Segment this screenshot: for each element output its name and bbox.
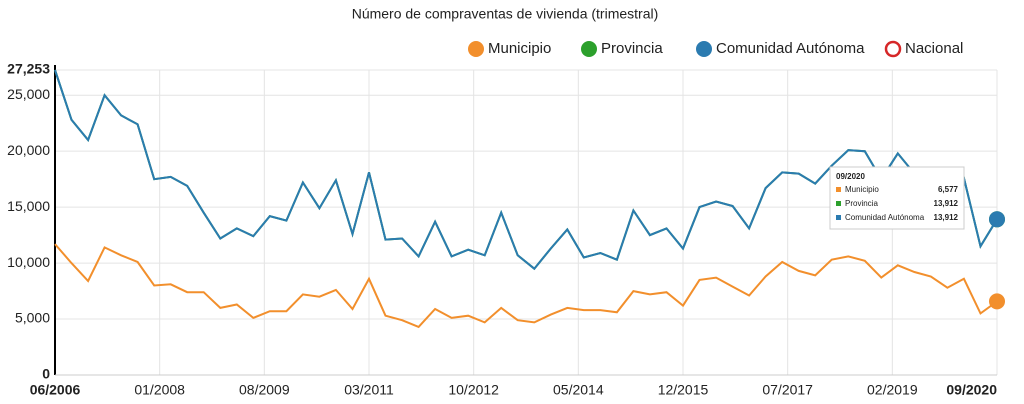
tooltip-name: Municipio	[845, 185, 879, 194]
y-tick-label: 20,000	[7, 142, 50, 158]
tooltip: 09/2020 Municipio 6,577 Provincia 13,912 Comu…	[829, 166, 965, 230]
y-tick-label: 25,000	[7, 86, 50, 102]
tooltip-value: 6,577	[938, 185, 959, 194]
y-tick-label: 10,000	[7, 254, 50, 270]
x-tick-label: 10/2012	[448, 382, 499, 398]
y-tick-label: 27,253	[7, 61, 50, 77]
x-tick-label: 09/2020	[946, 382, 997, 398]
legend-label: Nacional	[905, 40, 963, 57]
y-tick-label: 15,000	[7, 198, 50, 214]
tooltip-name: Comunidad Autónoma	[845, 213, 925, 222]
x-tick-label: 02/2019	[867, 382, 918, 398]
series-line	[54, 243, 998, 329]
y-tick-label: 5,000	[15, 310, 50, 326]
x-tick-label: 07/2017	[762, 382, 813, 398]
legend-marker	[884, 40, 902, 58]
legend-label: Municipio	[488, 40, 551, 57]
tooltip-swatch	[836, 215, 841, 220]
x-tick-label: 06/2006	[30, 382, 81, 398]
tooltip-title: 09/2020	[836, 172, 865, 181]
chart-title: Número de compraventas de vivienda (trim…	[352, 6, 659, 22]
legend-marker	[468, 41, 484, 57]
tooltip-value: 13,912	[934, 213, 959, 222]
tooltip-swatch	[836, 201, 841, 206]
series-line	[54, 69, 998, 271]
tooltip-swatch	[836, 187, 841, 192]
legend-label: Provincia	[601, 40, 663, 57]
x-tick-label: 12/2015	[658, 382, 709, 398]
x-tick-label: 01/2008	[134, 382, 185, 398]
tooltip-value: 13,912	[934, 199, 959, 208]
tooltip-box	[829, 166, 965, 230]
y-tick-label: 0	[42, 366, 50, 382]
x-tick-label: 08/2009	[239, 382, 290, 398]
x-tick-label: 05/2014	[553, 382, 604, 398]
legend-label: Comunidad Autónoma	[716, 40, 865, 57]
x-tick-label: 03/2011	[344, 382, 394, 398]
end-marker	[989, 293, 1005, 310]
tooltip-name: Provincia	[845, 199, 878, 208]
end-marker	[989, 211, 1005, 228]
legend-marker	[696, 41, 712, 57]
legend-marker	[581, 41, 597, 57]
